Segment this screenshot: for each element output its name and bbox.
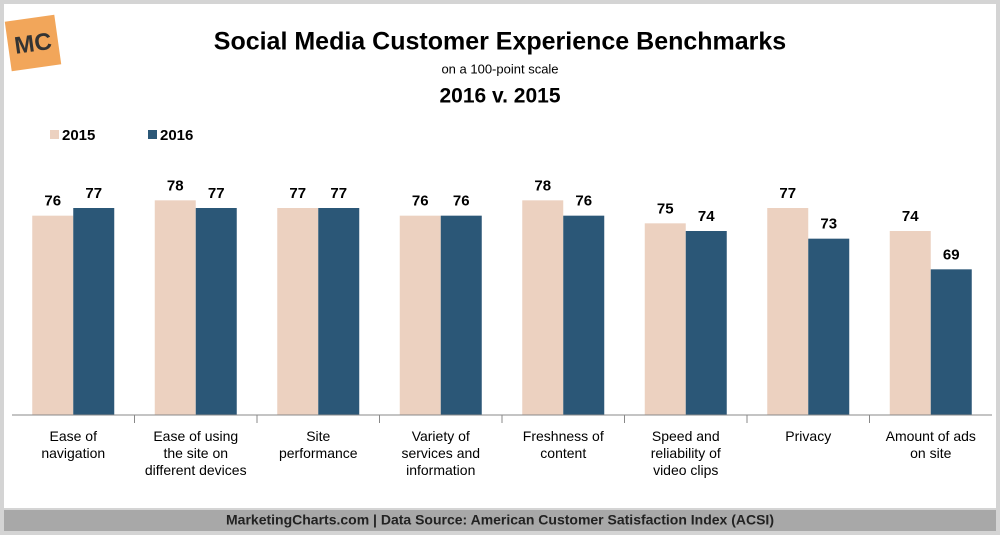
data-label: 76 [453, 193, 470, 210]
footer-bar [4, 510, 996, 531]
data-label: 78 [534, 177, 551, 194]
logo-box [4, 14, 62, 72]
data-label: 76 [412, 193, 429, 210]
bar [318, 208, 360, 415]
x-tick-label: Amount of ads on site [886, 428, 976, 461]
x-tick-label: Ease of using the site on different device… [145, 428, 247, 478]
legend-label: 2015 [62, 127, 95, 144]
data-label: 76 [44, 193, 61, 210]
data-label: 77 [330, 185, 347, 202]
bar [685, 231, 727, 415]
data-label: 77 [208, 185, 225, 202]
data-label: 74 [902, 208, 919, 225]
bar [195, 208, 237, 415]
bar [73, 208, 115, 415]
x-tick-label: Variety of services and information [401, 428, 480, 478]
bar [522, 200, 564, 415]
logo: MC [13, 28, 54, 60]
bar [930, 269, 972, 415]
data-label: 73 [820, 216, 837, 233]
x-tick-label: Speed and reliability of video clips [651, 428, 721, 478]
data-label: 69 [943, 246, 960, 263]
chart-title: Social Media Customer Experience Benchma… [214, 28, 786, 56]
source: MarketingCharts.com | Data Source: Ameri… [226, 512, 774, 528]
data-label: 77 [779, 185, 796, 202]
legend-swatch [148, 130, 157, 139]
data-label: 77 [289, 185, 306, 202]
bar [32, 215, 74, 415]
bar [440, 215, 482, 415]
x-tick-label: Freshness of content [523, 428, 604, 461]
x-tick-label: Site performance [279, 428, 358, 461]
data-label: 74 [698, 208, 715, 225]
data-label: 78 [167, 177, 184, 194]
bar [154, 200, 196, 415]
bar [767, 208, 809, 415]
data-label: 75 [657, 200, 674, 217]
x-tick-label: Ease of navigation [41, 428, 105, 461]
legend-swatch [50, 130, 59, 139]
subtitle: 2016 v. 2015 [439, 85, 560, 108]
bar [889, 231, 931, 415]
bar [563, 215, 605, 415]
bar [399, 215, 441, 415]
bar [644, 223, 686, 415]
subtitle: on a 100-point scale [441, 61, 558, 76]
data-label: 76 [575, 193, 592, 210]
bar [808, 238, 850, 415]
legend-label: 2016 [160, 127, 193, 144]
data-label: 77 [85, 185, 102, 202]
x-tick-label: Privacy [785, 428, 831, 444]
bar [277, 208, 319, 415]
